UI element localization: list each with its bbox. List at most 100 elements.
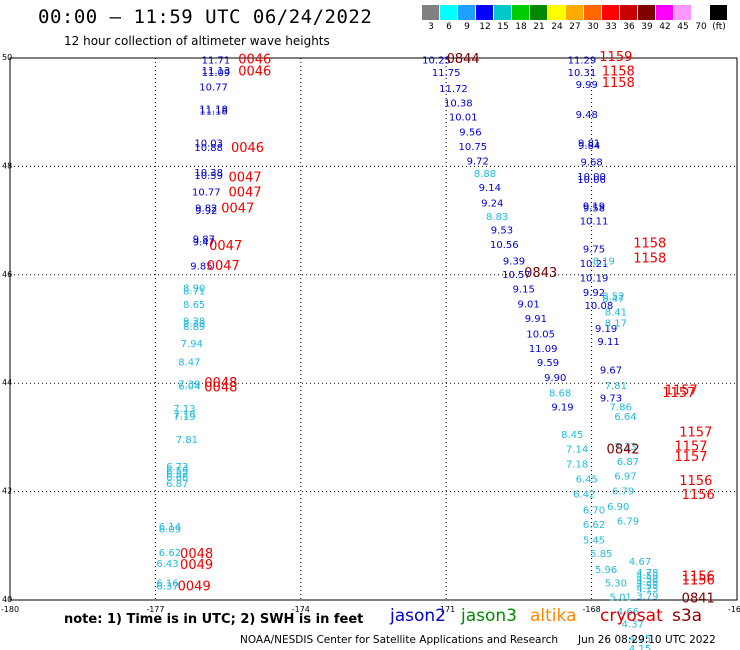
wave-height-label: 6.43 [156,559,178,570]
wave-height-label: 1156 [679,474,712,489]
wave-height-label: 9.81 [578,139,600,150]
wave-height-label: 8.65 [183,300,205,311]
wave-height-label: 8.17 [605,319,627,330]
scale-label: 33 [605,22,617,32]
wave-height-label: 10.06 [577,175,606,186]
wave-height-label: 8.41 [605,308,627,319]
axis-ticks: -180 -177 -174 -171 -168 -165 40 42 44 46 48 50 [1,53,740,614]
wave-height-label: 10.57 [502,270,531,281]
wave-height-label: 1158 [602,76,635,91]
wave-height-label: 6.37 [156,581,178,592]
x-tick-label: -177 [146,605,164,614]
wave-height-label: 1158 [633,252,666,267]
generation-timestamp: Jun 26 08:29:10 UTC 2022 [578,634,716,646]
wave-height-label: 9.24 [481,198,503,209]
scale-swatch [548,5,565,20]
scale-label: 70 [695,22,707,32]
wave-height-label: 10.11 [580,217,609,228]
wave-height-label: 1157 [665,383,698,398]
wave-height-label: 10.31 [568,68,597,79]
wave-height-label: 0047 [207,259,240,274]
wave-height-label: 11.18 [199,107,228,118]
scale-swatch [512,5,529,20]
wave-height-label: 6.68 [166,473,188,484]
wave-height-label: 10.03 [194,139,223,150]
y-tick-label: 50 [2,53,12,62]
wave-height-label: 1157 [674,440,707,455]
wave-height-label: 9.59 [537,358,559,369]
wave-height-label: 9.01 [517,300,539,311]
wave-height-label: 7.86 [610,403,632,414]
wave-height-label: 9.48 [576,110,598,121]
wave-height-label: 9.28 [183,316,205,327]
wave-height-label: 4.67 [629,557,651,568]
wave-height-label: 11.72 [439,84,468,95]
x-tick-label: -168 [583,605,601,614]
wave-height-label: 7.19 [173,412,195,423]
wave-height-label: 0048 [180,547,213,562]
wave-height-label: 9.75 [583,244,605,255]
scale-label: 6 [446,22,452,32]
wave-height-label: 11.09 [202,68,231,79]
wave-height-label: 7.18 [173,410,195,421]
y-tick-label: 48 [2,161,12,170]
wave-height-label: 9.92 [583,288,605,299]
wave-height-label: 4.59 [636,571,658,582]
scale-label: 21 [533,22,545,32]
wave-height-label: 0047 [209,239,242,254]
wave-height-label: 1159 [599,50,632,65]
plot-frame [9,57,738,601]
wave-height-label: 1156 [682,570,715,585]
x-tick-label: -171 [437,605,455,614]
wave-height-label: 7.81 [605,381,627,392]
footer-note: note: 1) Time is in UTC; 2) SWH is in fe… [64,612,364,627]
wave-height-label: 7.18 [566,460,588,471]
page-subtitle: 12 hour collection of altimeter wave hei… [64,34,330,48]
wave-height-label: 0842 [607,442,640,457]
satellite-s3a: s3a [672,606,703,626]
wave-height-label: 11.71 [202,56,231,67]
scale-swatch [602,5,619,20]
wave-height-label: 1157 [674,450,707,465]
wave-height-label: 9.82 [195,204,217,215]
wave-height-label: 0047 [229,170,262,185]
wave-height-label: 9.11 [597,337,619,348]
wave-height-label: 9.92 [195,206,217,217]
wave-height-label: 6.42 [573,489,595,500]
scale-swatch [440,5,457,20]
y-tick-label: 40 [2,595,12,604]
wave-height-label: 6.04 [178,381,200,392]
wave-height-label: 8.68 [549,388,571,399]
scale-label: 18 [515,22,527,32]
wave-height-label: 6.87 [617,457,639,468]
scale-swatch [638,5,655,20]
wave-height-label: 9.19 [551,403,573,414]
wave-height-label: 8.71 [183,287,205,298]
wave-height-label: 1157 [662,386,695,401]
x-tick-label: -180 [1,605,19,614]
wave-height-label: 6.09 [159,525,181,536]
y-tick-label: 46 [2,270,12,279]
scale-swatch [584,5,601,20]
wave-height-label: 10.38 [194,168,223,179]
wave-height-label: 7.13 [173,404,195,415]
wave-height-label: 7.81 [176,435,198,446]
wave-height-label: 9.19 [595,324,617,335]
wave-height-label: 5.01 [610,592,632,603]
wave-height-label: 0049 [178,579,211,594]
wave-height-label: 5.85 [590,549,612,560]
wave-height-label: 8.88 [474,169,496,180]
scale-label: 27 [569,22,581,32]
wave-height-label: 6.97 [614,471,636,482]
wave-height-label: 7.13 [614,442,636,453]
data-labels: 11.7111.1311.0910.7711.1811.1810.0310.88… [156,50,714,650]
wave-height-label: 0046 [231,141,264,156]
wave-height-label: 0048 [204,376,237,391]
wave-height-label: 1158 [602,65,635,80]
scale-swatch [494,5,511,20]
wave-height-label: 4.55 [636,581,658,592]
wave-height-label: 0844 [447,52,480,67]
wave-height-label: 9.36 [183,319,205,330]
wave-height-label: 10.38 [444,99,473,110]
wave-height-label: 9.39 [503,256,525,267]
